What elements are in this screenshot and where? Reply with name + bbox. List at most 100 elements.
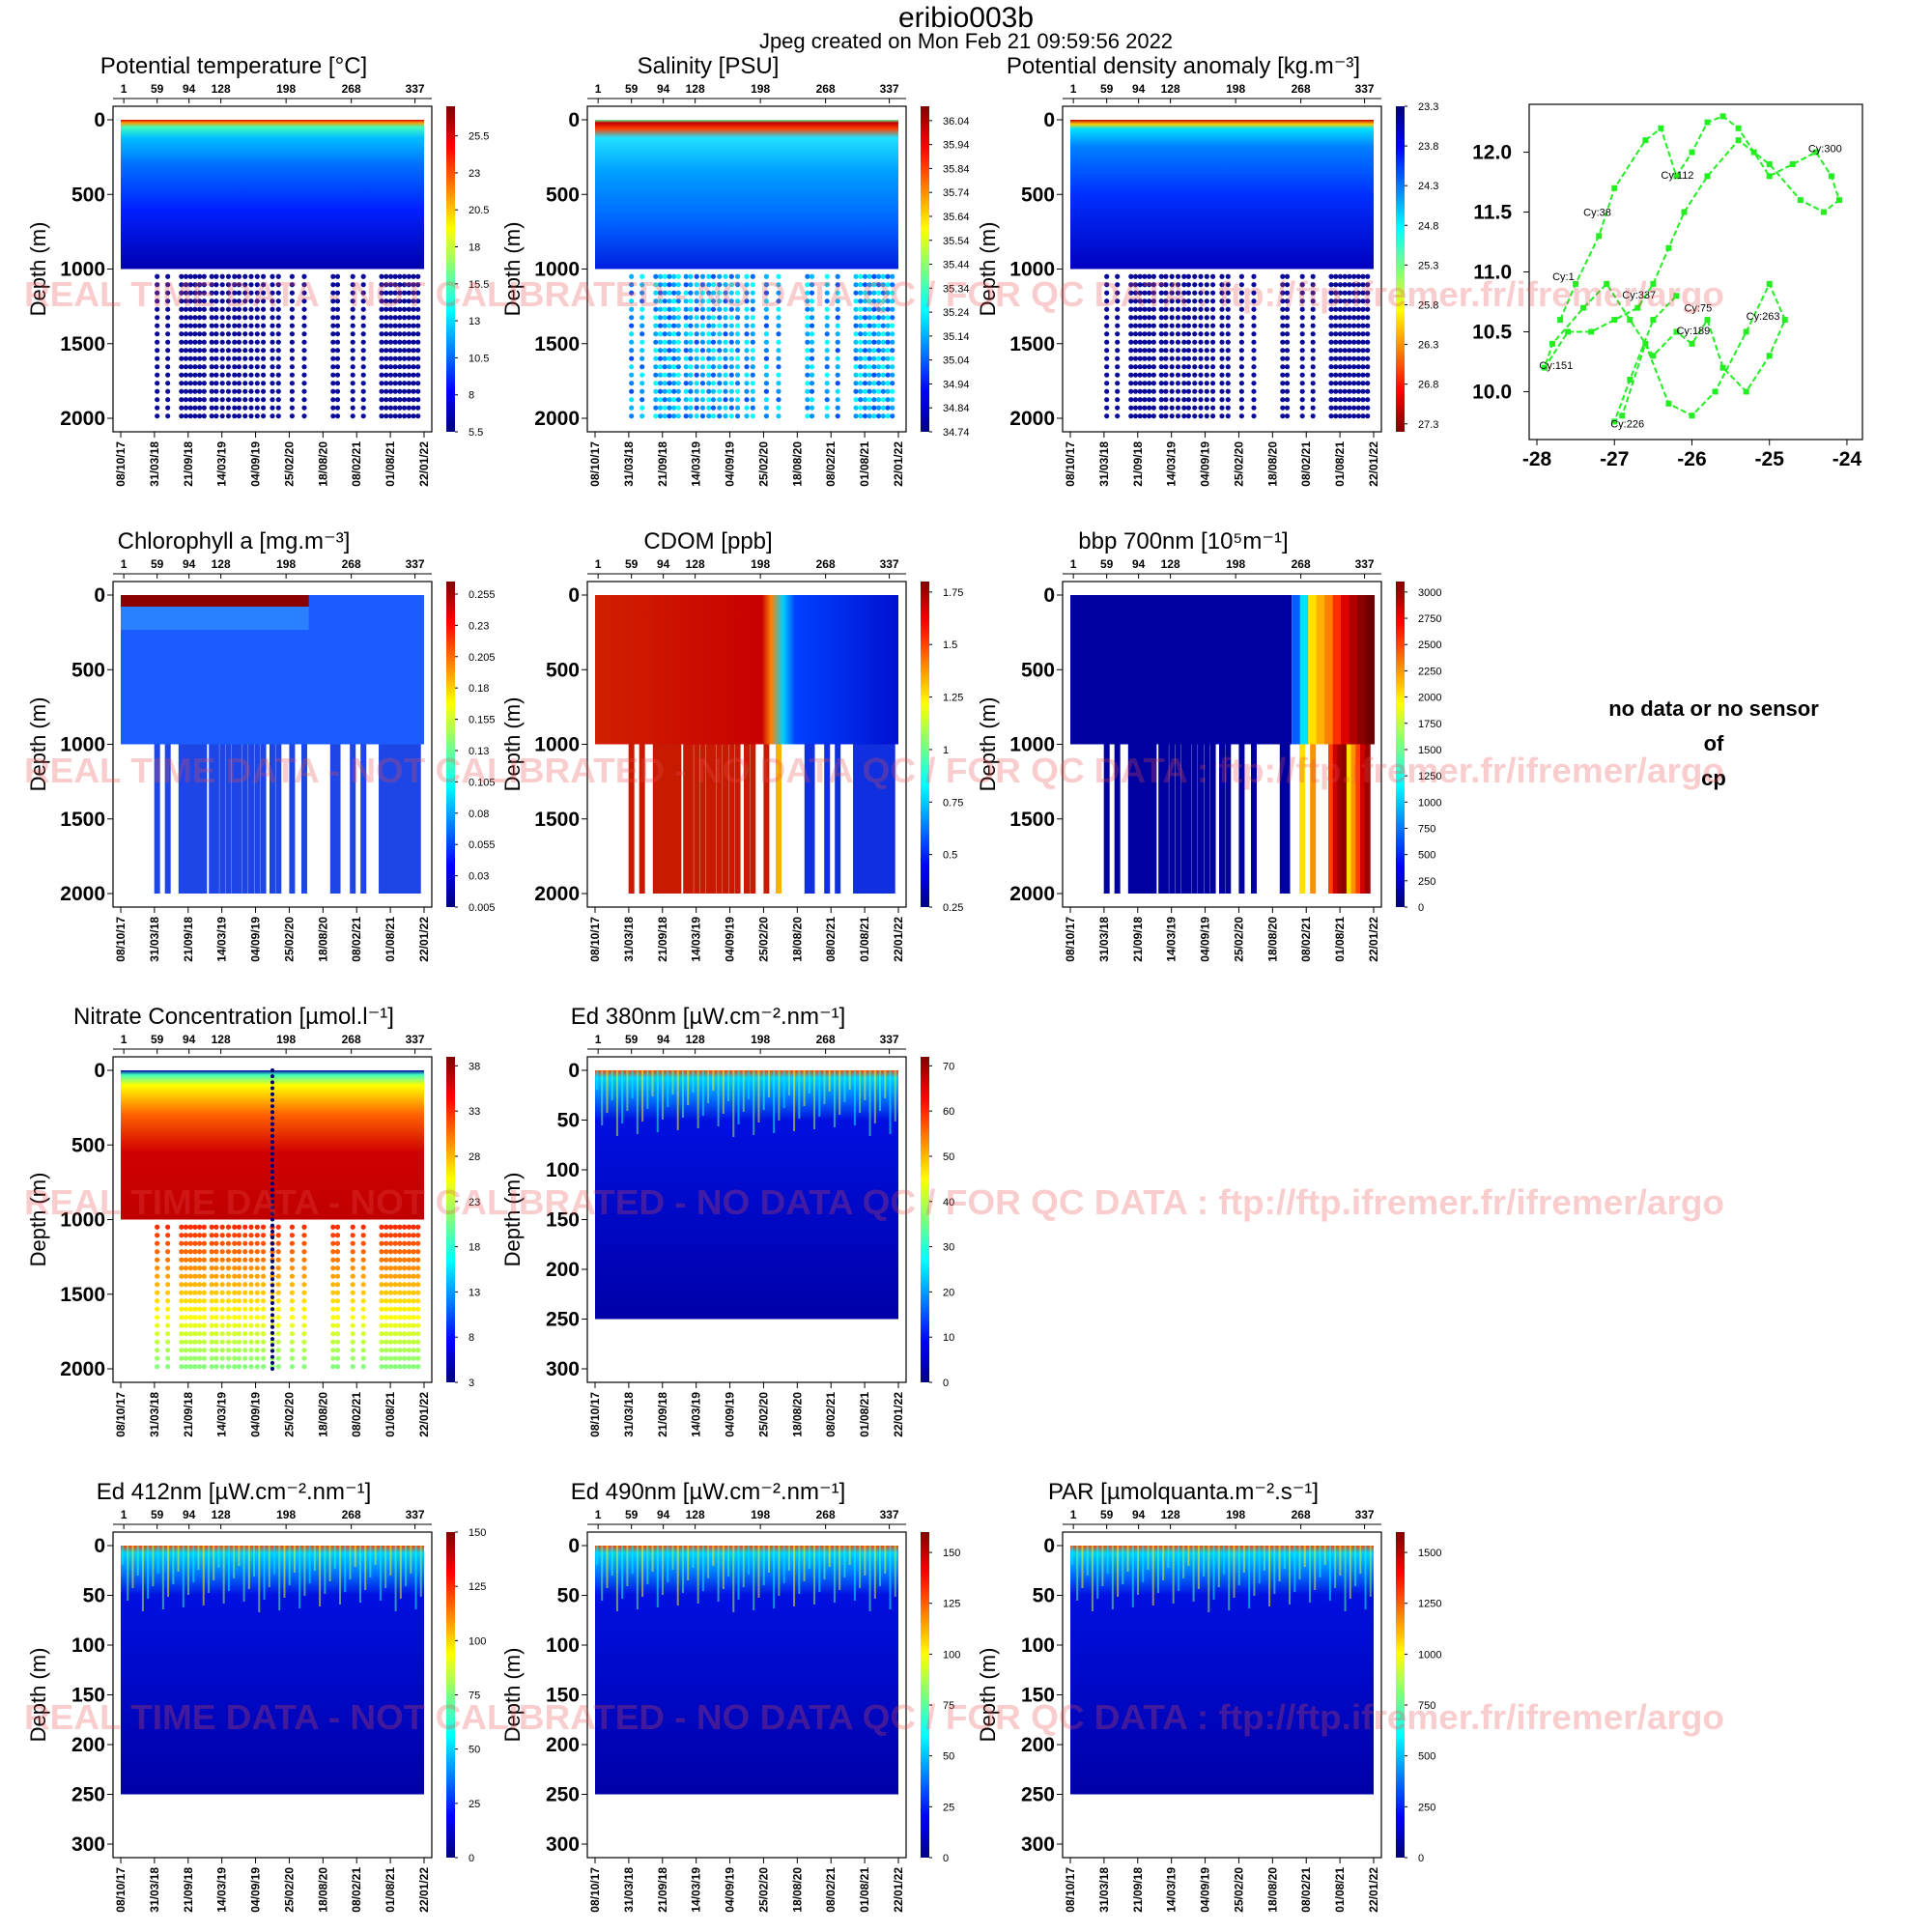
profile-point — [236, 282, 242, 288]
profile-point — [1360, 364, 1366, 370]
profile-point — [657, 306, 664, 312]
profile-point — [880, 339, 886, 345]
profile-point — [209, 315, 214, 321]
profile-point — [867, 306, 872, 312]
outlier-point — [270, 1170, 274, 1175]
profile-point — [387, 1322, 394, 1328]
profile-bar — [164, 744, 171, 894]
surface-streak — [222, 1546, 225, 1604]
profile-point — [1147, 298, 1152, 304]
trajectory-point — [1557, 317, 1564, 324]
profile-point — [853, 323, 859, 328]
profile-point — [1204, 388, 1209, 394]
profile-point — [360, 355, 366, 361]
profile-point — [639, 290, 645, 296]
profile-point — [301, 1306, 307, 1312]
colorbar-label: 2250 — [1418, 666, 1441, 677]
colorbar-label: 25 — [943, 1802, 954, 1813]
outlier-point — [270, 1116, 274, 1121]
profile-point — [858, 413, 864, 419]
profile-point — [723, 381, 728, 386]
profile-point — [334, 1240, 341, 1246]
profile-point — [653, 282, 659, 288]
profile-point — [1198, 372, 1204, 378]
profile-point — [1284, 298, 1291, 304]
cycle-label: 268 — [816, 1508, 836, 1521]
profile-point — [1219, 339, 1225, 345]
cycle-label: 337 — [406, 1508, 425, 1521]
profile-point — [225, 1273, 232, 1279]
cycle-label: 128 — [686, 1033, 705, 1046]
profile-point — [1175, 273, 1181, 279]
profile-point — [236, 1364, 242, 1370]
surface-streak — [1268, 1546, 1271, 1606]
colorbar-label: 23 — [469, 1197, 480, 1208]
profile-point — [379, 282, 384, 288]
profile-point — [734, 397, 741, 403]
surface-streak — [859, 1546, 862, 1588]
profile-point — [728, 388, 734, 394]
profile-point — [379, 348, 384, 354]
profile-point — [192, 290, 198, 296]
surface-streak — [621, 1546, 624, 1599]
profile-point — [401, 1331, 408, 1337]
profile-point — [657, 381, 664, 386]
profile-point — [236, 364, 242, 370]
profile-point — [301, 273, 307, 279]
date-label: 01/08/21 — [1333, 917, 1347, 962]
profile-point — [1365, 413, 1371, 419]
profile-point — [209, 1240, 214, 1246]
profile-point — [275, 273, 281, 279]
cycle-position-label: Cy:112 — [1661, 170, 1693, 182]
profile-point — [1251, 273, 1257, 279]
surface-streak — [288, 1546, 291, 1585]
colorbar-label: 250 — [1418, 1802, 1435, 1813]
surface-streak — [778, 1546, 781, 1596]
profile-point — [379, 413, 384, 419]
profile-point — [248, 372, 254, 378]
cycle-label: 94 — [1132, 1508, 1146, 1521]
profile-point — [1137, 397, 1143, 403]
profile-point — [776, 306, 781, 312]
profile-point — [675, 273, 681, 279]
cycle-label: 128 — [1161, 1508, 1180, 1521]
profile-point — [653, 323, 659, 328]
profile-point — [213, 1240, 219, 1246]
profile-point — [763, 331, 770, 337]
profile-point — [1238, 413, 1245, 419]
profile-point — [401, 405, 408, 411]
profile-point — [225, 339, 232, 345]
profile-point — [219, 1339, 225, 1345]
profile-point — [853, 381, 859, 386]
date-label: 08/10/17 — [1064, 917, 1077, 962]
profile-point — [629, 364, 635, 370]
profile-point — [1350, 323, 1357, 328]
surface-streak — [1339, 1546, 1342, 1576]
profile-point — [397, 372, 403, 378]
profile-point — [406, 372, 412, 378]
date-label: 08/02/21 — [824, 1392, 838, 1437]
y-tick-label: 150 — [71, 1685, 105, 1707]
surface-streak — [167, 1546, 170, 1597]
profile-point — [824, 397, 830, 403]
profile-point — [653, 355, 659, 361]
profile-point — [330, 372, 336, 378]
panel-title: CDOM [ppb] — [643, 528, 772, 554]
profile-point — [1337, 331, 1344, 337]
surface-streak — [762, 1070, 765, 1110]
profile-point — [776, 355, 781, 361]
profile-point — [165, 413, 171, 419]
profile-point — [675, 413, 681, 419]
profile-point — [734, 339, 741, 345]
profile-point — [270, 372, 275, 378]
profile-point — [192, 372, 198, 378]
profile-point — [236, 273, 242, 279]
profile-point — [750, 364, 755, 370]
profile-point — [406, 1282, 412, 1288]
profile-point — [675, 372, 681, 378]
profile-point — [242, 1339, 248, 1345]
profile-point — [728, 298, 734, 304]
profile-point — [219, 1331, 225, 1337]
profile-point — [862, 405, 868, 411]
colorbar-label: 18 — [469, 242, 480, 254]
